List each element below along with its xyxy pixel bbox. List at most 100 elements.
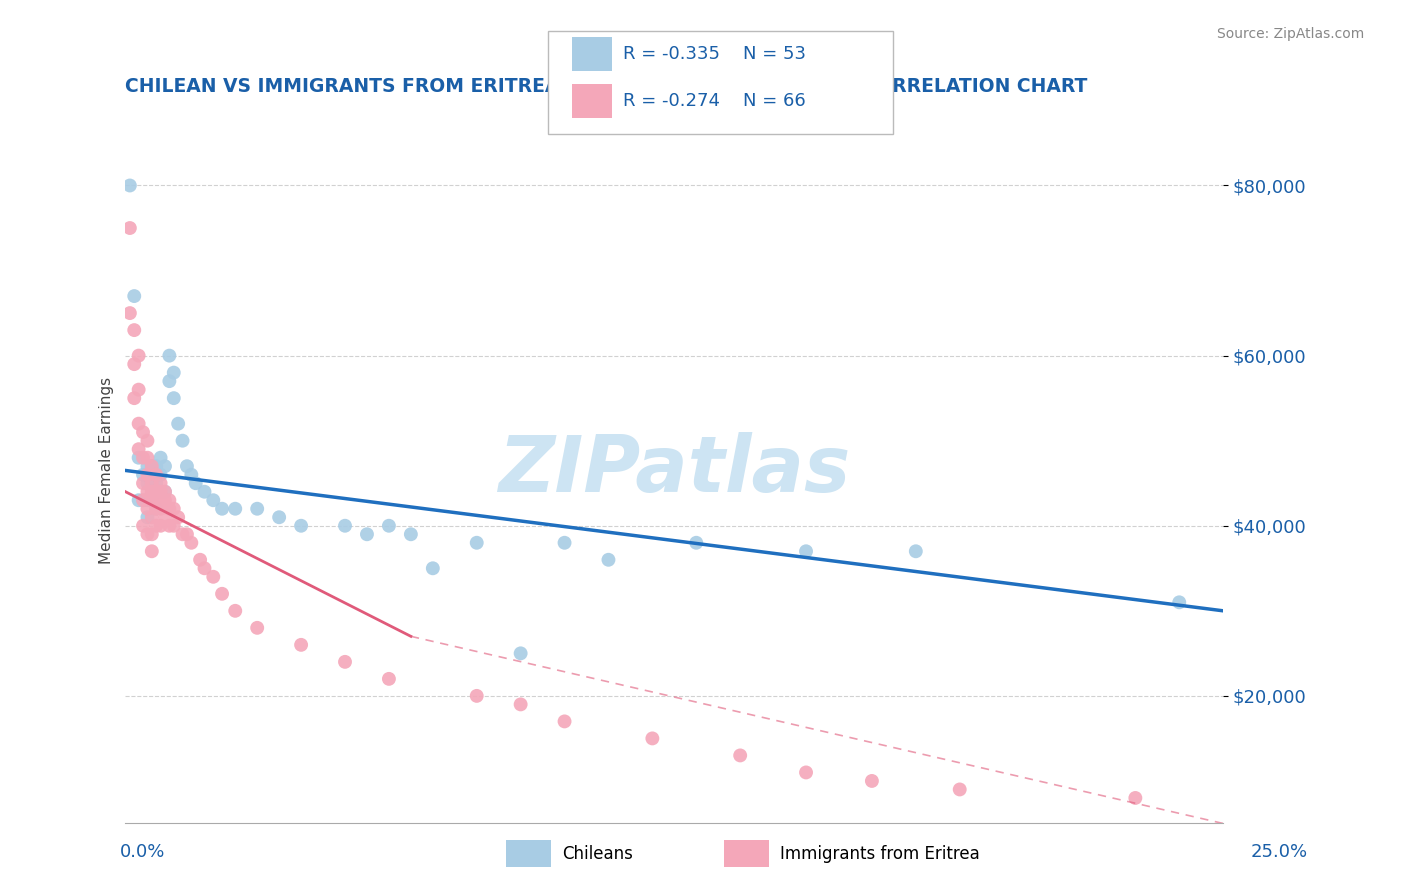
Point xyxy=(509,646,531,660)
Point xyxy=(246,501,269,516)
Point xyxy=(145,459,167,474)
Point xyxy=(1168,595,1191,609)
Point xyxy=(153,484,176,499)
Point xyxy=(163,501,186,516)
Point xyxy=(157,493,180,508)
Point xyxy=(149,476,172,491)
Point xyxy=(141,459,163,474)
FancyBboxPatch shape xyxy=(572,84,612,118)
Point xyxy=(141,467,163,482)
Point xyxy=(149,467,172,482)
Point xyxy=(136,510,159,524)
Point xyxy=(136,467,159,482)
Point xyxy=(128,349,150,363)
Point xyxy=(193,484,215,499)
Point xyxy=(149,484,172,499)
Point xyxy=(180,467,202,482)
Point xyxy=(153,493,176,508)
Point xyxy=(211,501,233,516)
Point xyxy=(554,535,576,549)
Point xyxy=(122,391,145,405)
Point xyxy=(465,689,488,703)
Point xyxy=(145,476,167,491)
Text: Immigrants from Eritrea: Immigrants from Eritrea xyxy=(780,845,980,863)
Point xyxy=(269,510,291,524)
Point xyxy=(157,349,180,363)
Point xyxy=(422,561,444,575)
Point xyxy=(141,510,163,524)
Point xyxy=(157,501,180,516)
Point xyxy=(554,714,576,729)
Point xyxy=(132,425,155,440)
Point xyxy=(149,501,172,516)
Point xyxy=(141,484,163,499)
Point xyxy=(141,459,163,474)
Point xyxy=(132,476,155,491)
Point xyxy=(132,493,155,508)
Point xyxy=(176,459,198,474)
Point xyxy=(157,518,180,533)
Point xyxy=(184,476,207,491)
Point xyxy=(128,450,150,465)
Point xyxy=(145,501,167,516)
Text: 25.0%: 25.0% xyxy=(1250,843,1308,861)
Point xyxy=(128,417,150,431)
Point xyxy=(333,518,356,533)
Point xyxy=(904,544,927,558)
Point xyxy=(136,501,159,516)
Point xyxy=(172,434,194,448)
Point xyxy=(211,587,233,601)
Point xyxy=(122,323,145,337)
FancyBboxPatch shape xyxy=(724,840,769,867)
Point xyxy=(163,391,186,405)
Point xyxy=(136,459,159,474)
Point xyxy=(122,289,145,303)
Point xyxy=(141,527,163,541)
Point xyxy=(333,655,356,669)
Text: R = -0.335    N = 53: R = -0.335 N = 53 xyxy=(623,45,806,63)
Point xyxy=(509,698,531,712)
Point xyxy=(128,493,150,508)
Point xyxy=(149,450,172,465)
Point xyxy=(132,450,155,465)
Y-axis label: Median Female Earnings: Median Female Earnings xyxy=(100,377,114,564)
Point xyxy=(118,306,141,320)
FancyBboxPatch shape xyxy=(548,31,893,134)
Point xyxy=(136,484,159,499)
Point xyxy=(136,434,159,448)
Point xyxy=(378,518,401,533)
Point xyxy=(153,484,176,499)
Point xyxy=(290,518,312,533)
Point xyxy=(1125,791,1147,805)
Point xyxy=(176,527,198,541)
Point xyxy=(145,484,167,499)
Point xyxy=(167,510,190,524)
Point xyxy=(145,484,167,499)
Point xyxy=(145,493,167,508)
Point xyxy=(163,518,186,533)
Point xyxy=(141,484,163,499)
Point xyxy=(149,518,172,533)
Point xyxy=(136,493,159,508)
Point xyxy=(145,518,167,533)
Point xyxy=(685,535,707,549)
Point xyxy=(122,357,145,371)
Point xyxy=(172,527,194,541)
Point xyxy=(188,553,211,567)
Point xyxy=(202,570,225,584)
Point xyxy=(141,493,163,508)
Text: ZIPatlas: ZIPatlas xyxy=(498,433,851,508)
Point xyxy=(157,374,180,388)
Point xyxy=(465,535,488,549)
Point xyxy=(128,383,150,397)
Point xyxy=(641,731,664,746)
Point xyxy=(145,467,167,482)
Point xyxy=(193,561,215,575)
Point xyxy=(163,366,186,380)
Point xyxy=(153,510,176,524)
Point xyxy=(128,442,150,457)
Point xyxy=(118,178,141,193)
Text: Chileans: Chileans xyxy=(562,845,633,863)
Text: 0.0%: 0.0% xyxy=(120,843,165,861)
FancyBboxPatch shape xyxy=(572,37,612,71)
